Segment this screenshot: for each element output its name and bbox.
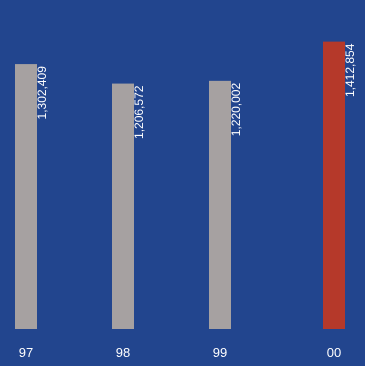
category-label-00: 00: [327, 345, 341, 360]
category-label-97: 97: [19, 345, 33, 360]
category-label-98: 98: [116, 345, 130, 360]
value-label-00: 1,412,854: [343, 43, 357, 97]
value-label-99: 1,220,002: [229, 83, 243, 137]
category-labels-group: 97 98 99 00: [19, 345, 341, 360]
bars-group: [15, 41, 345, 330]
bar-00: [323, 41, 345, 330]
bar-97: [15, 64, 37, 330]
value-label-97: 1,302,409: [35, 66, 49, 120]
bar-98: [112, 83, 134, 330]
value-label-98: 1,206,572: [132, 85, 146, 139]
bar-99: [209, 80, 231, 329]
category-label-99: 99: [213, 345, 227, 360]
value-labels-group: 1,302,409 1,206,572 1,220,002 1,412,854: [35, 43, 357, 139]
